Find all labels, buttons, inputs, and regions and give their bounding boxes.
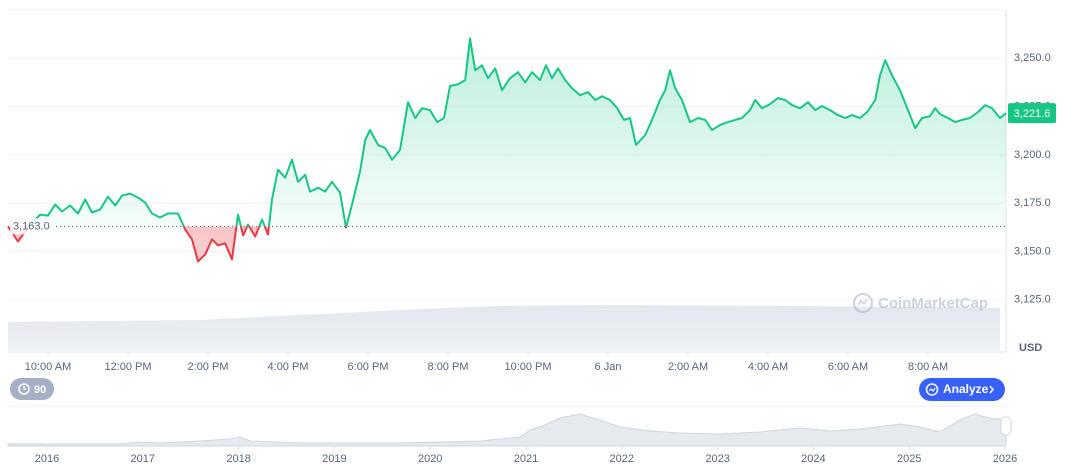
navigator-year: 2017: [131, 453, 155, 465]
navigator-year: 2022: [610, 453, 634, 465]
x-tick-label: 2:00 AM: [668, 361, 708, 373]
x-tick-label: 12:00 PM: [104, 361, 151, 373]
x-tick-label: 8:00 PM: [428, 361, 469, 373]
range-button-label: 90: [34, 384, 46, 396]
navigator-year: 2023: [705, 453, 729, 465]
navigator-years: 2016 2017 2018 2019 2020 2021 2022 2023 2024 2025…: [35, 446, 1017, 465]
area: [8, 38, 1006, 262]
watermark: CoinMarketCap: [853, 293, 988, 313]
x-tick-label: 6:00 PM: [348, 361, 389, 373]
y-tick-label: 3,125.0: [1014, 294, 1051, 306]
navigator-area: [7, 413, 1007, 447]
y-tick-label: 3,150.0: [1014, 245, 1051, 257]
volume-area: [8, 305, 1000, 352]
navigator-year: 2026: [993, 453, 1017, 465]
y-unit: USD: [1019, 342, 1042, 354]
baseline-label: 3,163.0: [13, 220, 50, 232]
baseline-label-bg: [10, 218, 54, 235]
x-tick-label: 10:00 AM: [25, 361, 71, 373]
x-tick-label: 6:00 AM: [828, 361, 868, 373]
navigator-year: 2019: [322, 453, 346, 465]
navigator-year: 2021: [514, 453, 538, 465]
x-tick-label: 10:00 PM: [504, 361, 551, 373]
analyze-button[interactable]: Analyze: [919, 378, 1005, 401]
last-price-box: [1008, 103, 1056, 124]
y-tick-label: 3,250.0: [1014, 52, 1051, 64]
y-tick-label: 3,175.0: [1014, 197, 1051, 209]
x-tick-label: 6 Jan: [595, 361, 622, 373]
last-price-label: 3,221.6: [1014, 108, 1051, 120]
navigator-year: 2024: [801, 453, 825, 465]
navigator-year: 2018: [226, 453, 250, 465]
navigator-handle[interactable]: [1000, 416, 1012, 436]
navigator-year: 2016: [35, 453, 59, 465]
analyze-button-label: Analyze: [943, 382, 989, 396]
y-tick-label: 3,200.0: [1014, 149, 1051, 161]
navigator-year: 2025: [897, 453, 921, 465]
x-tick-label: 4:00 AM: [748, 361, 788, 373]
range-button[interactable]: 90: [10, 378, 54, 400]
watermark-text: CoinMarketCap: [878, 295, 988, 312]
plot: [7, 37, 1007, 356]
price-line: [7, 37, 1007, 263]
x-tick-label: 2:00 PM: [188, 361, 229, 373]
x-tick-label: 4:00 PM: [268, 361, 309, 373]
x-tick-label: 8:00 AM: [908, 361, 948, 373]
navigator-year: 2020: [418, 453, 442, 465]
